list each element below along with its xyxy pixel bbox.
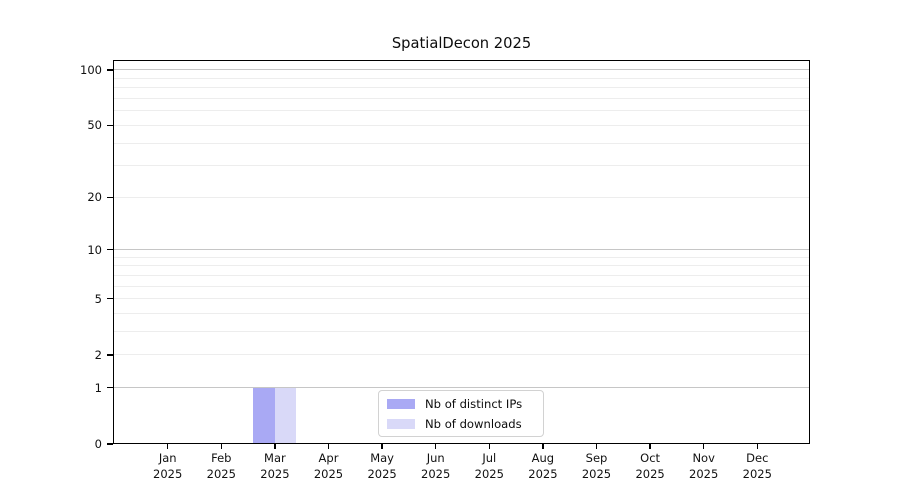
x-tick-label-6: Jul 2025 <box>474 451 504 481</box>
gridline-y-30 <box>113 165 810 167</box>
gridline-y-7 <box>113 274 810 276</box>
gridline-y-100 <box>113 69 810 71</box>
x-tick-mark-0 <box>167 444 169 449</box>
y-tick-mark-2 <box>107 354 113 356</box>
y-tick-label-50: 50 <box>87 118 102 133</box>
gridline-y-5 <box>113 298 810 300</box>
y-tick-label-20: 20 <box>87 190 102 205</box>
plot-area: Nb of distinct IPs Nb of downloads <box>113 60 810 444</box>
y-tick-mark-100 <box>107 69 113 71</box>
y-tick-mark-20 <box>107 196 113 198</box>
gridline-y-80 <box>113 87 810 89</box>
y-tick-mark-5 <box>107 298 113 300</box>
x-tick-label-2: Mar 2025 <box>260 451 290 481</box>
gridline-y-90 <box>113 77 810 79</box>
gridline-y-50 <box>113 124 810 126</box>
legend-row: Nb of distinct IPs <box>387 396 535 411</box>
x-tick-mark-3 <box>327 444 330 449</box>
x-tick-mark-9 <box>649 444 651 449</box>
x-tick-mark-11 <box>756 444 758 449</box>
y-tick-mark-50 <box>107 124 113 127</box>
gridline-y-60 <box>113 110 810 112</box>
bar-nb-of-downloads-2 <box>274 387 297 444</box>
gridline-y-10 <box>113 249 810 251</box>
gridline-y-4 <box>113 313 810 315</box>
x-tick-mark-6 <box>488 444 490 449</box>
x-tick-mark-7 <box>542 444 544 449</box>
gridline-y-8 <box>113 265 810 267</box>
x-tick-mark-5 <box>435 444 437 449</box>
x-tick-mark-1 <box>220 444 222 449</box>
x-tick-label-1: Feb 2025 <box>206 451 236 481</box>
y-tick-label-1: 1 <box>94 380 102 395</box>
y-tick-label-2: 2 <box>94 347 102 362</box>
gridline-y-70 <box>113 98 810 100</box>
x-tick-label-9: Oct 2025 <box>635 451 665 481</box>
x-tick-mark-2 <box>274 444 276 449</box>
chart-title: SpatialDecon 2025 <box>391 35 532 52</box>
x-tick-label-10: Nov 2025 <box>689 451 719 481</box>
y-tick-label-5: 5 <box>94 291 102 306</box>
x-tick-label-7: Aug 2025 <box>528 451 558 481</box>
legend-swatch <box>387 398 415 409</box>
y-tick-label-100: 100 <box>80 62 102 77</box>
x-tick-label-0: Jan 2025 <box>153 451 183 481</box>
x-tick-mark-8 <box>595 444 598 449</box>
legend-label: Nb of downloads <box>425 416 522 431</box>
x-tick-mark-10 <box>703 444 705 449</box>
x-tick-label-5: Jun 2025 <box>421 451 451 481</box>
x-tick-mark-4 <box>381 444 383 449</box>
y-tick-label-0: 0 <box>94 437 102 451</box>
gridline-y-40 <box>113 142 810 144</box>
y-tick-mark-10 <box>107 249 113 251</box>
x-tick-label-3: Apr 2025 <box>313 451 344 481</box>
gridline-y-3 <box>113 331 810 333</box>
bar-nb-of-distinct-ips-2 <box>253 387 275 444</box>
gridline-y-6 <box>113 285 810 287</box>
gridline-y-20 <box>113 196 810 198</box>
legend-row: Nb of downloads <box>387 416 535 431</box>
y-tick-label-10: 10 <box>87 242 102 257</box>
gridline-y-9 <box>113 256 810 258</box>
y-tick-mark-1 <box>107 387 113 389</box>
legend-swatch <box>387 418 415 429</box>
x-tick-label-11: Dec 2025 <box>742 451 772 481</box>
y-tick-mark-0 <box>107 443 113 445</box>
legend-label: Nb of distinct IPs <box>425 396 523 411</box>
x-tick-label-8: Sep 2025 <box>581 451 612 481</box>
x-tick-label-4: May 2025 <box>367 451 397 481</box>
gridline-y-2 <box>113 354 810 356</box>
legend: Nb of distinct IPs Nb of downloads <box>378 390 544 437</box>
gridline-y-1 <box>113 387 810 389</box>
